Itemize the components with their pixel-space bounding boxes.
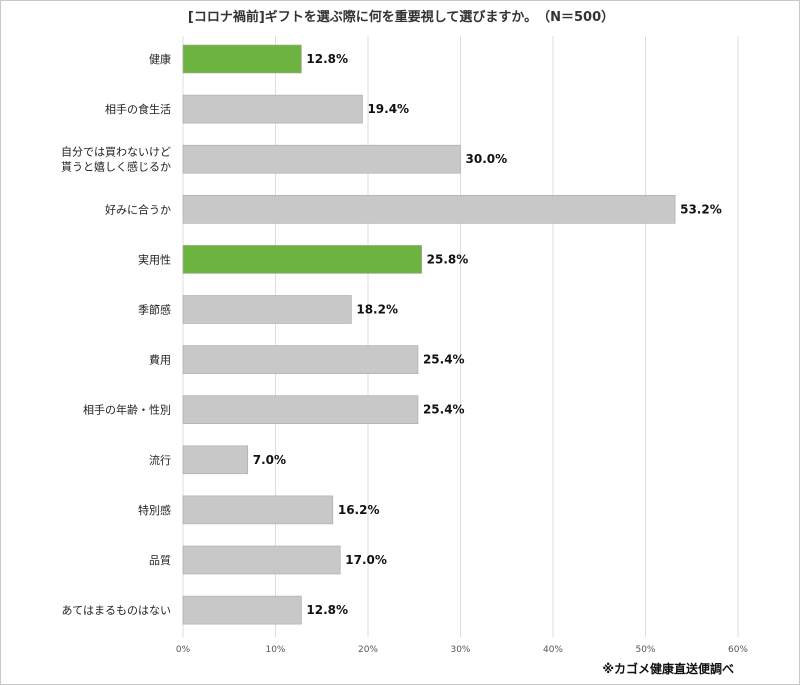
category-label-line: 貰うと嬉しく感じるか <box>61 160 171 174</box>
grid-lines <box>182 36 739 637</box>
category-label-line: 品質 <box>149 553 171 567</box>
category-label-line: 相手の年齢・性別 <box>83 403 171 417</box>
bar <box>182 595 302 625</box>
bar <box>182 144 461 174</box>
bar <box>182 445 249 475</box>
category-label: 季節感 <box>138 303 171 317</box>
value-label: 18.2% <box>356 303 398 317</box>
category-label: 特別感 <box>138 503 171 517</box>
x-tick-label: 20% <box>358 645 378 655</box>
value-label: 25.4% <box>423 403 465 417</box>
category-label: 費用 <box>149 353 171 367</box>
x-tick-label: 10% <box>265 645 285 655</box>
category-label-line: あてはまるものはない <box>61 604 171 617</box>
category-label-line: 流行 <box>149 453 171 467</box>
category-label-line: 好みに合うか <box>105 202 171 216</box>
bar <box>182 245 422 274</box>
category-label-line: 健康 <box>149 52 171 66</box>
category-label-line: 特別感 <box>138 503 171 517</box>
category-label: 好みに合うか <box>105 202 171 216</box>
chart-title: [コロナ禍前]ギフトを選ぶ際に何を重要視して選びますか。 （N＝500） <box>188 9 614 25</box>
bar <box>182 44 302 74</box>
category-label: あてはまるものはない <box>61 604 171 617</box>
x-tick-label: 0% <box>176 645 191 655</box>
value-label: 25.8% <box>427 252 469 266</box>
x-tick-label: 30% <box>450 645 470 655</box>
category-label-line: 自分では買わないけど <box>61 146 171 159</box>
category-label-line: 季節感 <box>138 303 171 317</box>
category-label-line: 費用 <box>149 353 171 367</box>
bar <box>182 94 363 124</box>
value-label: 17.0% <box>345 553 387 567</box>
value-labels: 12.8% 19.4% 30.0% 53.2% 25.8% 18.2% 25.4% 25.4%… <box>253 52 722 617</box>
value-label: 12.8% <box>306 603 348 617</box>
category-label: 相手の食生活 <box>105 102 171 116</box>
category-label: 実用性 <box>138 252 171 266</box>
bars <box>182 44 676 625</box>
value-label: 30.0% <box>466 152 508 166</box>
category-label-line: 相手の食生活 <box>105 102 171 116</box>
category-labels: 健康相手の食生活自分では買わないけど貰うと嬉しく感じるか好みに合うか実用性季節感… <box>61 52 171 617</box>
bar <box>182 495 334 525</box>
value-label: 53.2% <box>680 202 722 216</box>
bar <box>182 195 676 224</box>
bar <box>182 545 341 575</box>
x-tick-label: 40% <box>543 645 563 655</box>
source-note: ※カゴメ健康直送便調べ <box>602 661 734 676</box>
category-label: 流行 <box>149 453 171 467</box>
bar <box>182 345 419 374</box>
category-label: 相手の年齢・性別 <box>83 403 171 417</box>
x-axis-tick-labels: 0% 10% 20% 30% 40% 50% 60% <box>176 645 749 655</box>
category-label-line: 実用性 <box>138 252 171 266</box>
value-label: 25.4% <box>423 353 465 367</box>
value-label: 7.0% <box>253 453 286 467</box>
x-tick-label: 50% <box>635 645 655 655</box>
bar <box>182 295 352 324</box>
bar <box>182 395 419 425</box>
value-label: 16.2% <box>338 503 380 517</box>
category-label: 健康 <box>149 52 171 66</box>
value-label: 19.4% <box>367 102 409 116</box>
value-label: 12.8% <box>306 52 348 66</box>
category-label: 品質 <box>149 553 171 567</box>
x-tick-label: 60% <box>728 645 748 655</box>
category-label: 自分では買わないけど貰うと嬉しく感じるか <box>61 146 171 174</box>
